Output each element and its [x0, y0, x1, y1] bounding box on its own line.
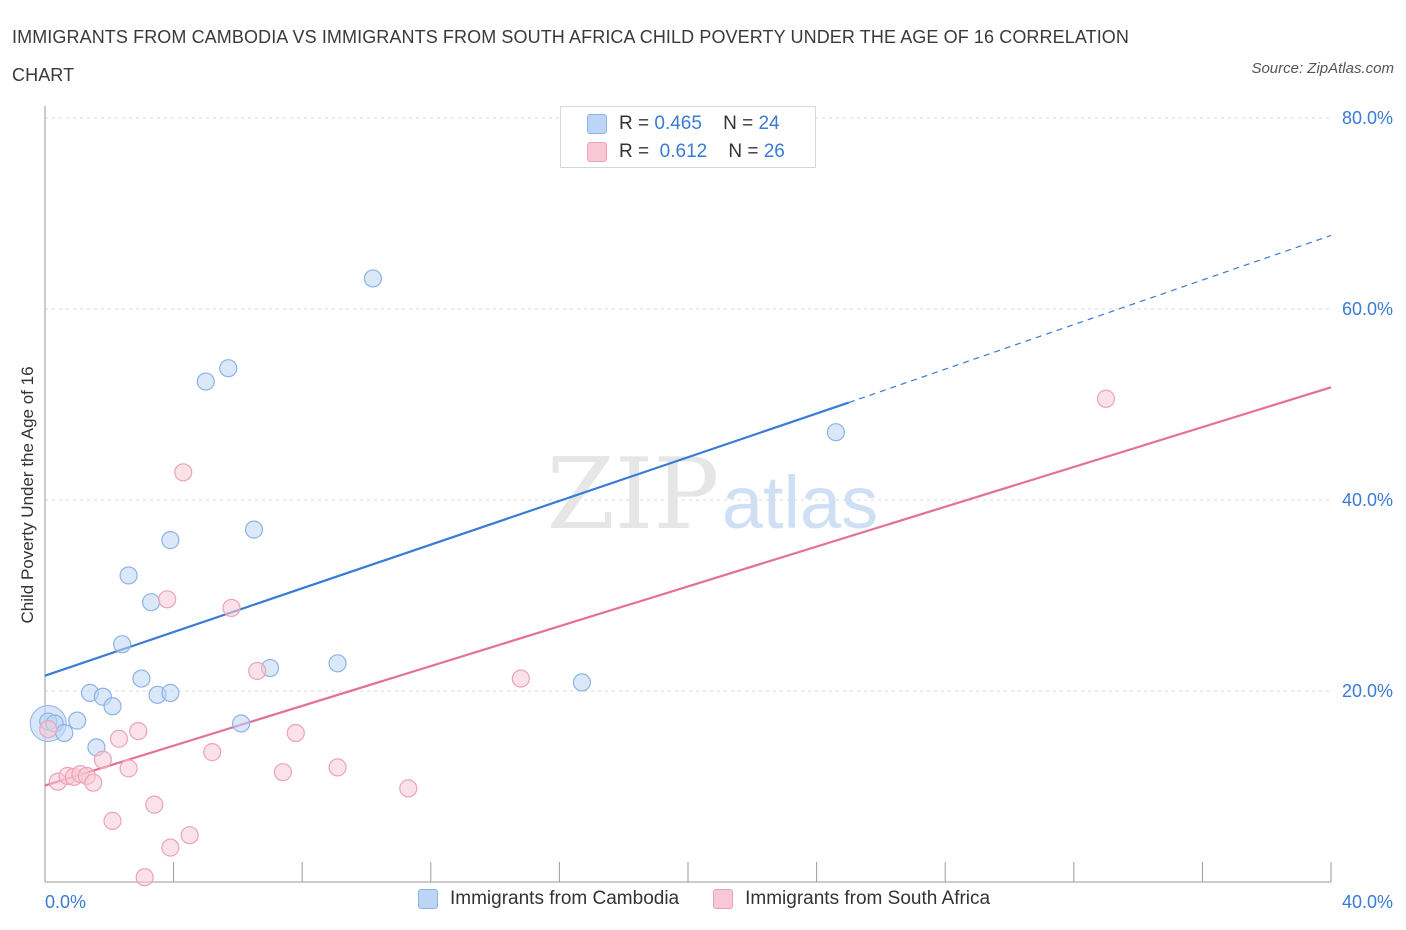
trend-line-cambodia-extension — [848, 234, 1332, 404]
point-cambodia — [826, 423, 845, 442]
point-south-africa — [145, 795, 164, 814]
point-cambodia — [103, 697, 122, 716]
point-south-africa — [109, 729, 129, 748]
n-value: 26 — [763, 141, 785, 162]
trend-line-south-africa — [44, 386, 1332, 787]
point-cambodia — [113, 635, 132, 654]
point-south-africa — [119, 759, 138, 778]
n-label: N = — [728, 141, 759, 162]
legend-swatch-blue — [587, 114, 607, 134]
point-cambodia — [132, 669, 151, 688]
point-south-africa — [93, 750, 112, 769]
r-label: R = — [619, 141, 650, 162]
point-cambodia — [141, 593, 161, 612]
stats-row-cambodia: R = 0.465 N = 24 — [587, 113, 780, 135]
point-south-africa — [158, 590, 177, 609]
series-legend: Immigrants from Cambodia Immigrants from… — [418, 888, 1024, 910]
y-axis-title: Child Poverty Under the Age of 16 — [18, 366, 37, 624]
point-cambodia — [161, 531, 180, 550]
point-cambodia — [572, 673, 592, 692]
tick-labels: 20.0% 40.0% 60.0% 80.0% 0.0% 40.0% — [45, 108, 1393, 912]
point-south-africa — [1096, 389, 1116, 408]
point-south-africa — [129, 722, 148, 741]
y-tick-label: 40.0% — [1342, 490, 1393, 510]
chart-title: IMMIGRANTS FROM CAMBODIA VS IMMIGRANTS F… — [12, 27, 1130, 85]
legend-label-south-africa: Immigrants from South Africa — [745, 888, 991, 909]
r-value: 0.465 — [654, 113, 702, 134]
point-south-africa — [39, 720, 58, 739]
point-south-africa — [273, 763, 293, 782]
point-south-africa — [180, 826, 199, 845]
x-tick-label: 0.0% — [45, 892, 86, 912]
legend-swatch-pink — [587, 142, 607, 162]
y-tick-label: 60.0% — [1342, 299, 1393, 319]
trend-lines — [44, 234, 1332, 787]
source-label: Source: ZipAtlas.com — [1251, 60, 1394, 77]
y-tick-label: 20.0% — [1342, 681, 1393, 701]
legend-item-south-africa: Immigrants from South Africa — [713, 888, 990, 910]
point-south-africa — [399, 779, 418, 798]
point-south-africa — [222, 598, 241, 618]
legend-swatch-pink — [713, 889, 734, 909]
point-cambodia — [196, 372, 215, 391]
point-south-africa — [135, 868, 154, 887]
watermark-atlas: atlas — [722, 461, 878, 544]
point-south-africa — [328, 758, 347, 777]
point-cambodia — [363, 269, 383, 288]
watermark: ZIP atlas — [547, 438, 879, 552]
legend-swatch-blue — [418, 889, 438, 909]
point-cambodia — [161, 683, 180, 703]
r-label: R = — [619, 113, 650, 134]
point-cambodia — [232, 714, 251, 733]
point-south-africa — [84, 773, 103, 792]
data-points — [29, 269, 1116, 887]
x-tick-label: 40.0% — [1342, 892, 1393, 912]
point-cambodia — [119, 566, 138, 585]
point-cambodia — [55, 723, 74, 743]
point-cambodia — [68, 711, 87, 730]
point-south-africa — [511, 669, 530, 688]
point-cambodia — [244, 520, 264, 539]
stats-row-south-africa: R = 0.612 N = 26 — [587, 141, 785, 163]
point-south-africa — [203, 743, 222, 762]
point-south-africa — [103, 811, 122, 830]
point-south-africa — [174, 463, 193, 482]
stats-legend: R = 0.465 N = 24 R = 0.612 N = 26 — [560, 106, 816, 168]
point-cambodia — [219, 359, 238, 378]
point-south-africa — [161, 838, 180, 857]
legend-item-cambodia: Immigrants from Cambodia — [418, 888, 679, 910]
trend-line-cambodia — [44, 401, 850, 677]
grid-lines — [45, 117, 1331, 692]
point-south-africa — [248, 661, 267, 681]
legend-label-cambodia: Immigrants from Cambodia — [450, 888, 680, 909]
point-cambodia — [328, 654, 347, 673]
r-value: 0.612 — [659, 141, 708, 162]
y-tick-label: 80.0% — [1342, 108, 1393, 128]
axes — [44, 106, 1332, 883]
n-value: 24 — [758, 113, 780, 134]
n-label: N = — [723, 113, 754, 134]
point-south-africa — [286, 723, 305, 743]
